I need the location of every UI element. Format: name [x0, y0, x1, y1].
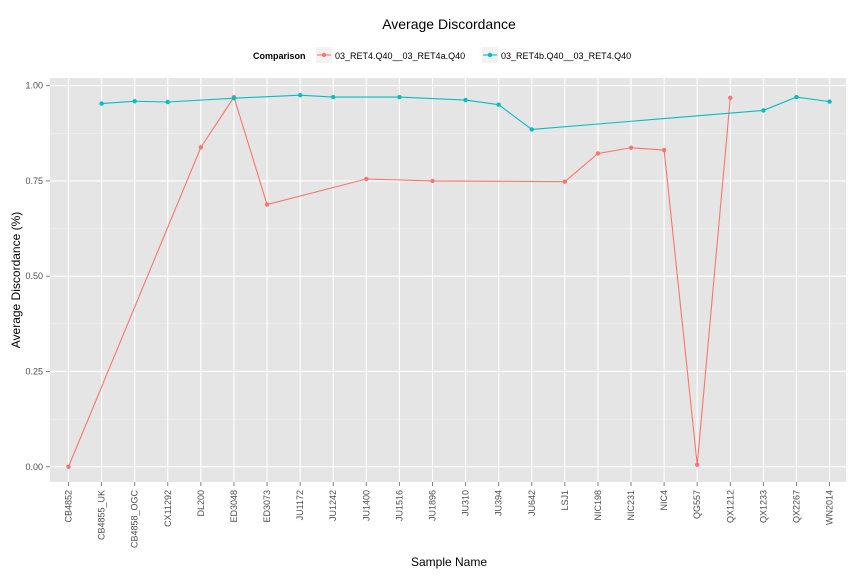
data-point-series-2: [397, 94, 402, 100]
x-tick-label: QX2267: [791, 490, 801, 523]
legend-key-point: [487, 52, 493, 58]
x-tick-label: NIC198: [593, 490, 603, 521]
legend: Comparison 03_RET4.Q40__03_RET4a.Q40 03_R…: [253, 47, 631, 63]
data-point-series-2: [794, 94, 799, 100]
data-point-series-1: [562, 179, 568, 184]
x-tick-label: JU1172: [295, 490, 305, 520]
series-line-1: [67, 95, 731, 467]
x-tick-label: CB4855_UK: [97, 490, 107, 540]
y-tick-label: 1.00: [25, 81, 43, 91]
data-point-series-1: [695, 462, 700, 468]
x-tick-label: JU1896: [427, 490, 437, 521]
x-tick-label: JU1516: [394, 490, 404, 521]
data-point-series-2: [331, 94, 336, 100]
data-point-series-1: [661, 147, 667, 153]
data-point-series-1: [264, 202, 270, 207]
x-tick-label: QX1212: [725, 490, 735, 523]
data-point-series-1: [364, 176, 369, 182]
legend-label-series-1: 03_RET4.Q40__03_RET4a.Q40: [335, 51, 465, 61]
data-point-series-2: [827, 99, 832, 104]
x-tick-label: LSJ1: [560, 490, 570, 511]
y-tick-label: 0.00: [25, 462, 43, 472]
data-point-series-2: [496, 102, 501, 107]
x-tick-label: NIC231: [626, 490, 636, 521]
y-tick-label: 0.50: [25, 271, 43, 281]
data-point-series-2: [99, 101, 104, 106]
x-tick-label: QX1233: [758, 490, 768, 523]
data-point-series-2: [231, 96, 237, 101]
legend-label-series-2: 03_RET4b.Q40__03_RET4.Q40: [501, 51, 631, 61]
data-point-series-2: [132, 99, 137, 104]
x-tick-label: CX11292: [163, 490, 173, 527]
x-tick-label: CB4852: [64, 490, 74, 523]
x-tick-label: CB4858_OGC: [130, 490, 140, 549]
chart-title: Average Discordance: [382, 16, 516, 32]
data-point-series-1: [66, 464, 71, 469]
x-tick-label: JU1400: [361, 490, 371, 521]
data-point-series-1: [430, 178, 435, 184]
x-tick-label: JU394: [494, 490, 504, 516]
y-tick-label: 0.25: [25, 366, 43, 376]
x-tick-label: JU642: [527, 490, 537, 516]
data-point-series-2: [761, 108, 766, 113]
data-point-series-1: [728, 95, 733, 101]
data-point-series-2: [463, 97, 468, 103]
y-tick-label: 0.75: [25, 176, 43, 186]
x-tick-label: JU1242: [328, 490, 338, 521]
data-point-series-1: [628, 145, 634, 150]
x-axis-title: Sample Name: [411, 555, 487, 569]
x-tick-label: QG557: [692, 490, 702, 519]
data-point-series-2: [165, 99, 170, 105]
x-tick-label: ED3073: [262, 490, 272, 523]
x-axis: CB4852 CB4855_UK CB4858_OGC CX11292 DL200 ED3…: [64, 482, 835, 548]
series-layer: [66, 92, 832, 469]
grid: [50, 78, 846, 482]
data-point-series-1: [198, 145, 204, 150]
x-tick-label: JU310: [461, 490, 471, 516]
data-point-series-1: [595, 151, 601, 156]
x-tick-label: NIC4: [659, 490, 669, 511]
y-axis: 0.00 0.25 0.50 0.75 1.00: [25, 81, 50, 472]
legend-title: Comparison: [253, 51, 306, 61]
legend-key-point: [321, 52, 327, 58]
data-point-series-2: [297, 92, 303, 98]
y-axis-title: Average Discordance (%): [9, 212, 23, 349]
data-point-series-2: [529, 127, 534, 132]
x-tick-label: WN2014: [825, 490, 835, 525]
x-tick-label: DL200: [196, 490, 206, 517]
x-tick-label: ED3048: [229, 490, 239, 523]
